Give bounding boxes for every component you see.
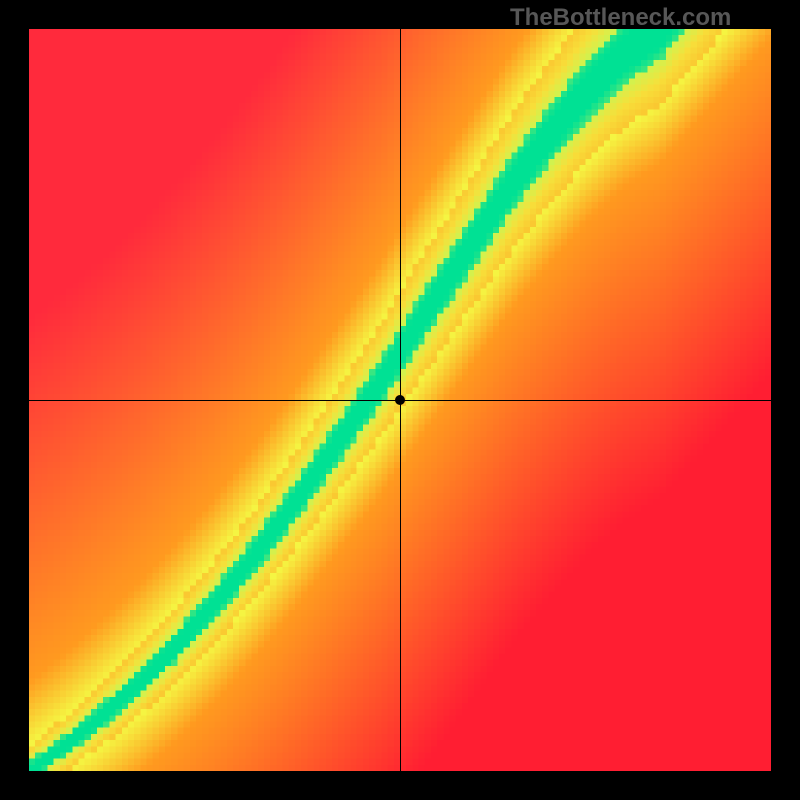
watermark-text: TheBottleneck.com xyxy=(510,4,731,32)
heatmap-plot xyxy=(29,29,771,771)
heatmap-canvas xyxy=(29,29,771,771)
